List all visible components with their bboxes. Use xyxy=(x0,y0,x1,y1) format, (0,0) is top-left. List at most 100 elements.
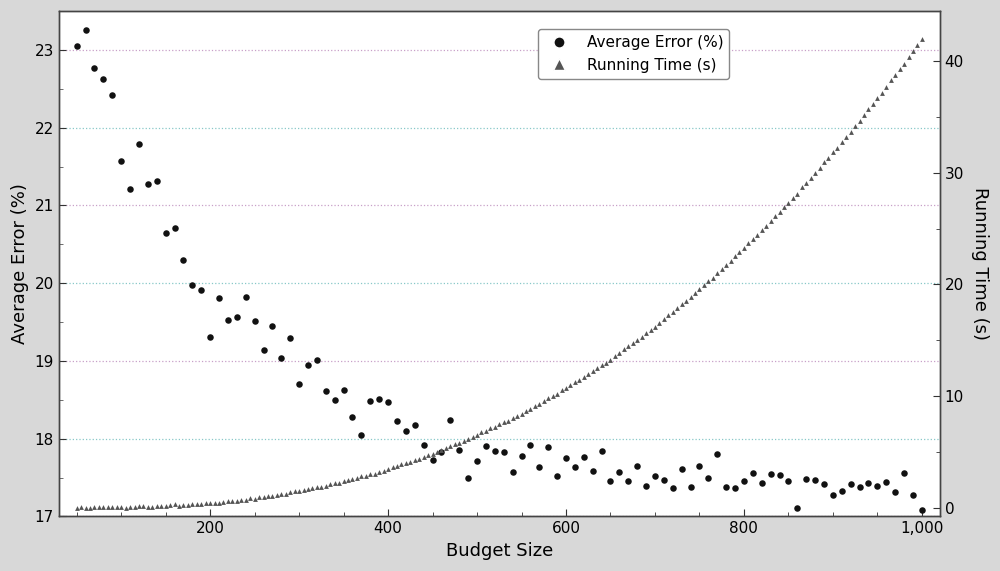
Running Time (s) xyxy=(433,445,449,455)
Running Time (s) xyxy=(869,94,885,103)
Average Error (%) xyxy=(700,473,716,482)
Running Time (s) xyxy=(763,217,779,226)
Average Error (%) xyxy=(514,452,530,461)
Average Error (%) xyxy=(718,482,734,492)
Running Time (s) xyxy=(860,105,876,114)
Average Error (%) xyxy=(175,256,191,265)
Running Time (s) xyxy=(705,273,721,282)
Running Time (s) xyxy=(562,381,578,390)
Running Time (s) xyxy=(629,335,645,344)
Average Error (%) xyxy=(772,471,788,480)
Running Time (s) xyxy=(162,501,178,510)
Running Time (s) xyxy=(567,377,583,387)
Running Time (s) xyxy=(233,495,249,504)
Running Time (s) xyxy=(518,407,534,416)
Running Time (s) xyxy=(269,490,285,499)
Running Time (s) xyxy=(594,360,610,369)
Average Error (%) xyxy=(567,463,583,472)
Average Error (%) xyxy=(389,416,405,425)
Running Time (s) xyxy=(158,501,174,510)
Running Time (s) xyxy=(816,158,832,167)
Running Time (s) xyxy=(883,76,899,85)
Average Error (%) xyxy=(167,224,183,233)
Running Time (s) xyxy=(665,307,681,316)
Average Error (%) xyxy=(860,478,876,488)
Running Time (s) xyxy=(180,500,196,509)
Average Error (%) xyxy=(531,463,547,472)
Average Error (%) xyxy=(638,481,654,490)
Running Time (s) xyxy=(700,276,716,286)
Running Time (s) xyxy=(86,502,102,512)
Average Error (%) xyxy=(674,465,690,474)
Average Error (%) xyxy=(887,487,903,496)
Running Time (s) xyxy=(140,502,156,512)
Running Time (s) xyxy=(473,428,489,437)
Average Error (%) xyxy=(558,453,574,463)
Running Time (s) xyxy=(589,364,605,373)
Running Time (s) xyxy=(638,328,654,337)
Running Time (s) xyxy=(104,502,120,512)
Average Error (%) xyxy=(140,180,156,189)
Running Time (s) xyxy=(634,332,650,341)
Average Error (%) xyxy=(798,474,814,483)
Running Time (s) xyxy=(794,183,810,192)
Running Time (s) xyxy=(647,322,663,331)
Average Error (%) xyxy=(780,477,796,486)
Running Time (s) xyxy=(865,99,881,108)
Running Time (s) xyxy=(220,497,236,506)
Running Time (s) xyxy=(82,503,98,512)
Running Time (s) xyxy=(620,342,636,351)
Average Error (%) xyxy=(238,292,254,301)
Running Time (s) xyxy=(660,311,676,320)
Running Time (s) xyxy=(460,435,476,444)
Running Time (s) xyxy=(874,88,890,97)
Running Time (s) xyxy=(456,436,472,445)
Running Time (s) xyxy=(691,285,707,294)
Running Time (s) xyxy=(238,495,254,504)
Average Error (%) xyxy=(869,481,885,490)
Running Time (s) xyxy=(211,498,227,508)
Average Error (%) xyxy=(344,413,360,422)
Average Error (%) xyxy=(905,490,921,499)
Average Error (%) xyxy=(229,313,245,322)
Average Error (%) xyxy=(247,317,263,326)
Running Time (s) xyxy=(687,288,703,297)
Running Time (s) xyxy=(207,498,223,508)
Average Error (%) xyxy=(86,63,102,73)
Running Time (s) xyxy=(478,427,494,436)
Running Time (s) xyxy=(287,486,303,496)
Running Time (s) xyxy=(309,482,325,492)
Average Error (%) xyxy=(362,396,378,405)
Average Error (%) xyxy=(460,473,476,482)
Running Time (s) xyxy=(78,503,94,512)
Average Error (%) xyxy=(647,471,663,480)
Running Time (s) xyxy=(420,451,436,460)
Running Time (s) xyxy=(127,502,143,512)
Average Error (%) xyxy=(709,449,725,459)
Running Time (s) xyxy=(758,222,774,231)
Running Time (s) xyxy=(571,376,587,385)
Running Time (s) xyxy=(834,138,850,147)
Running Time (s) xyxy=(175,501,191,510)
Average Error (%) xyxy=(789,503,805,512)
Average Error (%) xyxy=(505,468,521,477)
Running Time (s) xyxy=(482,424,498,433)
Running Time (s) xyxy=(189,499,205,508)
Running Time (s) xyxy=(731,248,747,257)
Running Time (s) xyxy=(247,494,263,504)
Average Error (%) xyxy=(843,479,859,488)
Running Time (s) xyxy=(767,212,783,221)
Running Time (s) xyxy=(278,489,294,498)
Running Time (s) xyxy=(487,423,503,432)
Average Error (%) xyxy=(522,441,538,450)
Average Error (%) xyxy=(451,446,467,455)
Running Time (s) xyxy=(820,153,836,162)
Average Error (%) xyxy=(327,395,343,404)
Running Time (s) xyxy=(754,226,770,235)
Running Time (s) xyxy=(407,456,423,465)
Running Time (s) xyxy=(411,455,427,464)
Average Error (%) xyxy=(193,285,209,294)
Running Time (s) xyxy=(336,476,352,485)
Running Time (s) xyxy=(527,402,543,411)
Running Time (s) xyxy=(625,339,641,348)
